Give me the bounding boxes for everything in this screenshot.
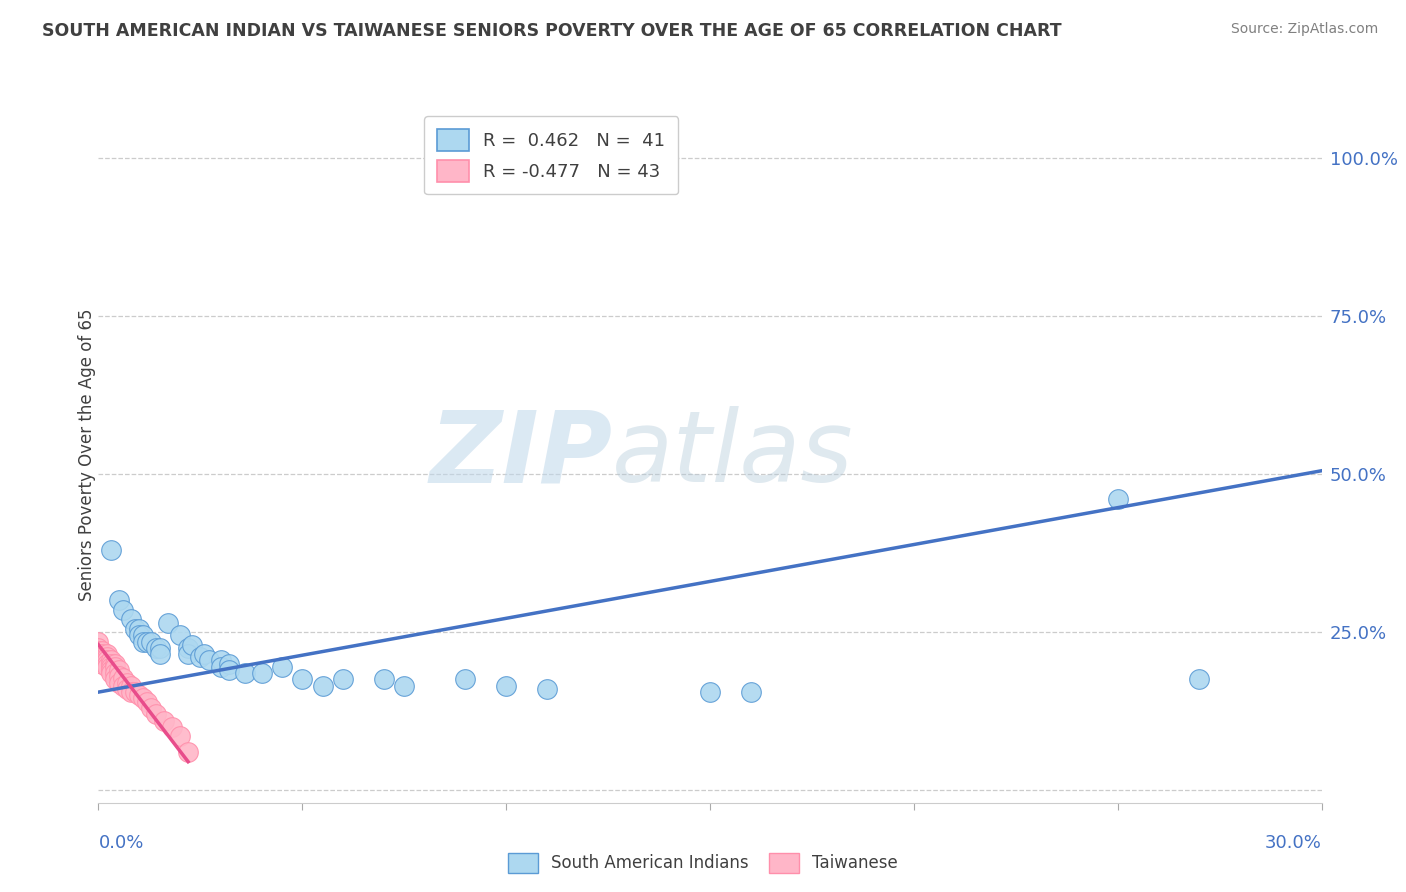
Point: [141, 634, 163, 648]
Point: [233, 666, 256, 681]
Point: [177, 745, 200, 759]
Point: [145, 707, 167, 722]
Point: [132, 634, 155, 648]
Point: [128, 628, 150, 642]
Point: [536, 681, 558, 696]
Point: [495, 679, 517, 693]
Point: [270, 660, 294, 674]
Point: [111, 603, 134, 617]
Point: [120, 679, 142, 693]
Point: [145, 640, 167, 655]
Point: [136, 695, 159, 709]
Point: [96, 653, 118, 667]
Point: [96, 660, 118, 674]
Point: [108, 593, 131, 607]
Y-axis label: Seniors Poverty Over the Age of 65: Seniors Poverty Over the Age of 65: [79, 309, 96, 601]
Point: [132, 691, 155, 706]
Point: [291, 673, 314, 687]
Point: [132, 628, 155, 642]
Point: [250, 666, 273, 681]
Point: [104, 657, 127, 671]
Point: [87, 644, 110, 658]
Point: [169, 628, 191, 642]
Point: [91, 657, 114, 671]
Point: [108, 669, 131, 683]
Point: [136, 634, 159, 648]
Point: [115, 675, 138, 690]
Point: [156, 615, 179, 630]
Text: atlas: atlas: [612, 407, 853, 503]
Point: [100, 653, 122, 667]
Point: [392, 679, 416, 693]
Point: [312, 679, 335, 693]
Point: [96, 650, 118, 665]
Point: [104, 666, 127, 681]
Point: [373, 673, 395, 687]
Point: [100, 663, 122, 677]
Legend: South American Indians, Taiwanese: South American Indians, Taiwanese: [502, 847, 904, 880]
Point: [120, 612, 142, 626]
Point: [87, 647, 110, 661]
Point: [454, 673, 477, 687]
Point: [188, 650, 212, 665]
Point: [149, 647, 172, 661]
Point: [100, 660, 122, 674]
Point: [197, 653, 219, 667]
Point: [111, 671, 134, 685]
Point: [128, 688, 150, 702]
Point: [209, 660, 232, 674]
Point: [100, 542, 122, 557]
Point: [91, 653, 114, 667]
Point: [111, 679, 134, 693]
Point: [87, 634, 110, 648]
Point: [218, 657, 240, 671]
Point: [115, 681, 138, 696]
Point: [1188, 673, 1211, 687]
Point: [1107, 492, 1129, 507]
Point: [193, 647, 215, 661]
Point: [120, 685, 142, 699]
Text: 30.0%: 30.0%: [1265, 834, 1322, 852]
Point: [740, 685, 762, 699]
Text: Source: ZipAtlas.com: Source: ZipAtlas.com: [1230, 22, 1378, 37]
Point: [160, 720, 183, 734]
Point: [104, 673, 127, 687]
Point: [104, 660, 127, 674]
Point: [177, 647, 200, 661]
Point: [108, 663, 131, 677]
Point: [699, 685, 721, 699]
Text: SOUTH AMERICAN INDIAN VS TAIWANESE SENIORS POVERTY OVER THE AGE OF 65 CORRELATIO: SOUTH AMERICAN INDIAN VS TAIWANESE SENIO…: [42, 22, 1062, 40]
Point: [91, 650, 114, 665]
Point: [87, 640, 110, 655]
Point: [209, 653, 232, 667]
Legend: R =  0.462   N =  41, R = -0.477   N = 43: R = 0.462 N = 41, R = -0.477 N = 43: [423, 116, 678, 194]
Text: 0.0%: 0.0%: [98, 834, 143, 852]
Point: [141, 701, 163, 715]
Point: [91, 644, 114, 658]
Point: [124, 685, 146, 699]
Point: [149, 640, 172, 655]
Point: [91, 647, 114, 661]
Point: [96, 647, 118, 661]
Point: [152, 714, 174, 728]
Point: [218, 663, 240, 677]
Text: ZIP: ZIP: [429, 407, 612, 503]
Point: [96, 657, 118, 671]
Point: [177, 640, 200, 655]
Point: [128, 622, 150, 636]
Point: [100, 666, 122, 681]
Point: [87, 650, 110, 665]
Point: [181, 638, 204, 652]
Point: [169, 730, 191, 744]
Point: [124, 622, 146, 636]
Point: [108, 675, 131, 690]
Point: [332, 673, 354, 687]
Point: [100, 657, 122, 671]
